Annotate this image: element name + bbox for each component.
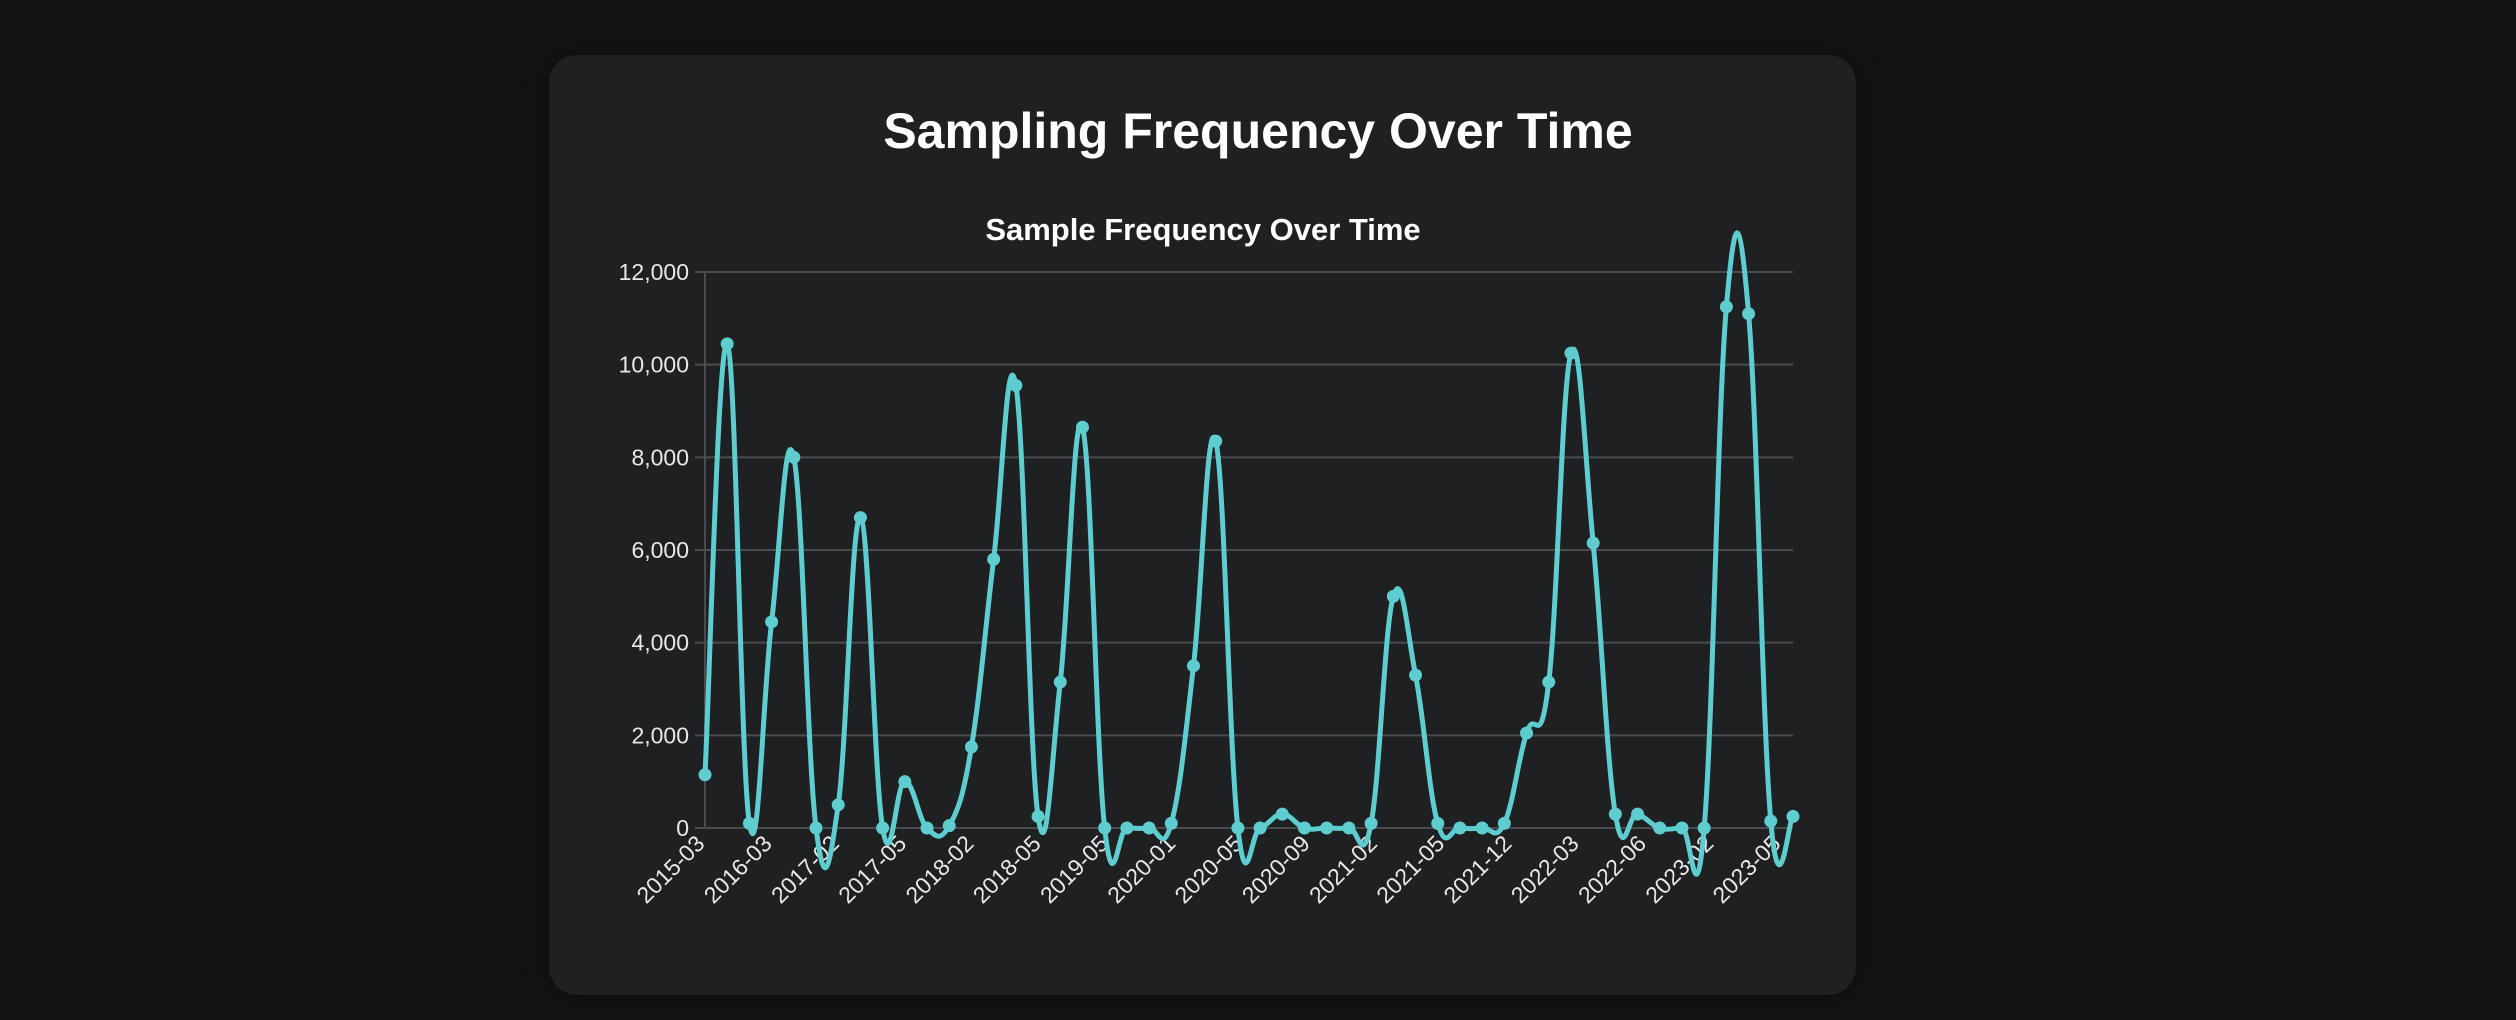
- chart-title: Sample Frequency Over Time: [985, 212, 1420, 247]
- data-point[interactable]: [920, 821, 934, 835]
- data-point[interactable]: [853, 511, 867, 525]
- data-point[interactable]: [1764, 814, 1778, 828]
- data-point[interactable]: [1031, 809, 1045, 823]
- data-point[interactable]: [1275, 807, 1289, 821]
- y-tick-label: 10,000: [619, 352, 689, 378]
- x-tick-label: 2018-05: [968, 830, 1046, 908]
- series-line: [702, 230, 1796, 877]
- x-tick-label: 2021-02: [1304, 830, 1382, 908]
- x-tick-label: 2020-09: [1237, 830, 1315, 908]
- y-tick-label: 6,000: [631, 537, 689, 563]
- data-point[interactable]: [1342, 821, 1356, 835]
- data-point[interactable]: [1719, 300, 1733, 314]
- data-point[interactable]: [1120, 821, 1134, 835]
- x-tick-label: 2023-02: [1640, 830, 1718, 908]
- data-point[interactable]: [1697, 821, 1711, 835]
- x-tick-label: 2021-05: [1371, 830, 1449, 908]
- data-point[interactable]: [1542, 675, 1556, 689]
- x-axis: 2015-032016-032017-022017-052018-022018-…: [631, 830, 1785, 908]
- data-point[interactable]: [1653, 821, 1667, 835]
- data-point[interactable]: [1142, 821, 1156, 835]
- y-tick-label: 0: [676, 815, 689, 841]
- data-point[interactable]: [898, 775, 912, 789]
- grid-lines: [695, 271, 1793, 829]
- data-point[interactable]: [698, 768, 712, 782]
- data-point[interactable]: [1209, 434, 1223, 448]
- data-point[interactable]: [1164, 816, 1178, 830]
- data-point[interactable]: [1431, 816, 1445, 830]
- data-point[interactable]: [831, 798, 845, 812]
- data-point[interactable]: [1098, 821, 1112, 835]
- x-tick-label: 2018-02: [900, 830, 978, 908]
- data-point[interactable]: [1253, 821, 1267, 835]
- x-tick-label: 2016-03: [699, 830, 777, 908]
- y-tick-label: 8,000: [631, 444, 689, 470]
- x-tick-label: 2021-12: [1438, 830, 1516, 908]
- x-tick-label: 2022-03: [1506, 830, 1584, 908]
- data-point[interactable]: [1453, 821, 1467, 835]
- data-point[interactable]: [720, 337, 734, 351]
- x-tick-label: 2019-05: [1035, 830, 1113, 908]
- data-point[interactable]: [1364, 816, 1378, 830]
- data-point[interactable]: [964, 740, 978, 754]
- data-point[interactable]: [742, 816, 756, 830]
- data-point[interactable]: [1231, 821, 1245, 835]
- x-tick-label: 2020-05: [1169, 830, 1247, 908]
- x-tick-label: 2022-06: [1573, 830, 1651, 908]
- data-point[interactable]: [1497, 816, 1511, 830]
- x-tick-label: 2015-03: [631, 830, 709, 908]
- x-tick-label: 2020-01: [1102, 830, 1180, 908]
- data-point[interactable]: [765, 615, 779, 629]
- data-point[interactable]: [1786, 809, 1800, 823]
- page-title: Sampling Frequency Over Time: [883, 103, 1633, 159]
- data-point[interactable]: [1608, 807, 1622, 821]
- data-point[interactable]: [1386, 589, 1400, 603]
- data-point[interactable]: [809, 821, 823, 835]
- y-tick-label: 12,000: [619, 259, 689, 285]
- x-tick-label: 2017-05: [833, 830, 911, 908]
- data-point[interactable]: [1009, 379, 1023, 393]
- data-point[interactable]: [1409, 668, 1423, 682]
- data-points: [698, 300, 1800, 835]
- data-point[interactable]: [876, 821, 890, 835]
- data-point[interactable]: [1186, 659, 1200, 673]
- y-tick-label: 2,000: [631, 722, 689, 748]
- data-point[interactable]: [1631, 807, 1645, 821]
- data-point[interactable]: [1675, 821, 1689, 835]
- data-point[interactable]: [1475, 821, 1489, 835]
- data-point[interactable]: [1320, 821, 1334, 835]
- data-point[interactable]: [1520, 726, 1534, 740]
- data-point[interactable]: [942, 819, 956, 833]
- y-tick-label: 4,000: [631, 630, 689, 656]
- data-point[interactable]: [787, 450, 801, 464]
- data-point[interactable]: [1075, 420, 1089, 434]
- data-point[interactable]: [1298, 821, 1312, 835]
- data-point[interactable]: [1742, 307, 1756, 321]
- data-point[interactable]: [1564, 346, 1578, 360]
- y-axis: 0 2,000 4,000 6,000 8,000 10,000 12,000: [619, 259, 689, 841]
- data-point[interactable]: [987, 552, 1001, 566]
- data-point[interactable]: [1586, 536, 1600, 550]
- data-point[interactable]: [1053, 675, 1067, 689]
